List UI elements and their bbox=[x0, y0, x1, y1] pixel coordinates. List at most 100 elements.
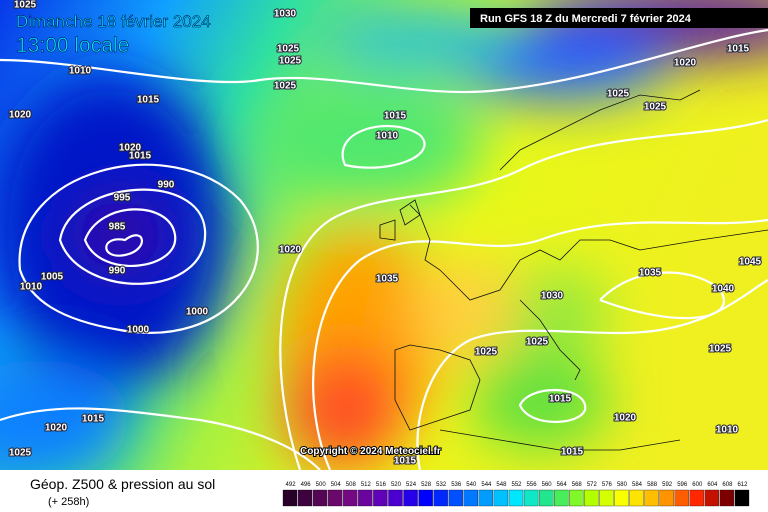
isobar-label: 995 bbox=[114, 193, 131, 204]
isobar-label: 1020 bbox=[9, 110, 32, 121]
isobar-label: 1015 bbox=[549, 394, 572, 405]
scale-label: 568 bbox=[572, 482, 583, 488]
isobar-label: 1015 bbox=[129, 151, 152, 162]
scale-swatch bbox=[418, 489, 433, 507]
scale-swatch bbox=[644, 489, 659, 507]
scale-label: 544 bbox=[481, 482, 492, 488]
scale-label: 580 bbox=[617, 482, 628, 488]
isobar-label: 1035 bbox=[376, 274, 399, 285]
scale-swatch bbox=[433, 489, 448, 507]
isobar-label: 1035 bbox=[639, 268, 662, 279]
scale-swatch bbox=[373, 489, 388, 507]
scale-label: 492 bbox=[286, 482, 297, 488]
isobar-label: 1025 bbox=[14, 0, 37, 11]
scale-label: 588 bbox=[647, 482, 658, 488]
scale-swatch bbox=[312, 489, 328, 507]
scale-label: 508 bbox=[346, 482, 357, 488]
scale-swatch bbox=[689, 489, 704, 507]
scale-label: 524 bbox=[406, 482, 417, 488]
scale-label: 496 bbox=[301, 482, 312, 488]
isobar-label: 1025 bbox=[526, 337, 549, 348]
scale-swatch bbox=[297, 489, 313, 507]
scale-swatch bbox=[599, 489, 614, 507]
scale-label: 612 bbox=[737, 482, 748, 488]
scale-label: 516 bbox=[376, 482, 387, 488]
scale-swatch bbox=[478, 489, 494, 507]
scale-swatch bbox=[388, 489, 403, 507]
scale-label: 512 bbox=[361, 482, 372, 488]
scale-label: 572 bbox=[587, 482, 598, 488]
time-label: 13:00 locale bbox=[16, 34, 129, 57]
isobar-label: 1015 bbox=[82, 414, 105, 425]
isobar-label: 990 bbox=[158, 180, 175, 191]
scale-label: 520 bbox=[391, 482, 402, 488]
isobar-label: 1005 bbox=[41, 272, 64, 283]
isobar-label: 1025 bbox=[475, 347, 498, 358]
footer-lead: (+ 258h) bbox=[48, 496, 89, 508]
scale-label: 552 bbox=[511, 482, 522, 488]
isobar-label: 1020 bbox=[45, 423, 68, 434]
scale-label: 576 bbox=[602, 482, 613, 488]
scale-label: 564 bbox=[557, 482, 568, 488]
scale-swatch bbox=[629, 489, 644, 507]
scale-label: 600 bbox=[692, 482, 703, 488]
isobar-label: 1030 bbox=[274, 9, 297, 20]
isobar-label: 1010 bbox=[69, 66, 92, 77]
isobar-label: 1030 bbox=[541, 291, 564, 302]
scale-swatch bbox=[463, 489, 478, 507]
isobar-label: 1025 bbox=[9, 448, 32, 459]
scale-label: 592 bbox=[662, 482, 673, 488]
scale-label: 560 bbox=[542, 482, 553, 488]
scale-label: 504 bbox=[331, 482, 342, 488]
isobar-label: 985 bbox=[109, 222, 126, 233]
isobar-label: 990 bbox=[109, 266, 126, 277]
scale-label: 500 bbox=[316, 482, 327, 488]
scale-swatch bbox=[704, 489, 720, 507]
scale-swatch bbox=[554, 489, 569, 507]
isobar-label: 1025 bbox=[644, 102, 667, 113]
isobar-label: 1025 bbox=[709, 344, 732, 355]
scale-swatch bbox=[403, 489, 418, 507]
scale-swatch bbox=[328, 489, 343, 507]
isobar-label: 1025 bbox=[274, 81, 297, 92]
isobar-label: 1015 bbox=[137, 95, 160, 106]
scale-swatch bbox=[343, 489, 358, 507]
isobar-label: 1010 bbox=[376, 131, 399, 142]
isobar-label: 1020 bbox=[614, 413, 637, 424]
scale-swatch bbox=[614, 489, 629, 507]
scale-swatch bbox=[523, 489, 539, 507]
scale-swatch bbox=[358, 489, 373, 507]
scale-swatch bbox=[674, 489, 689, 507]
scale-label: 596 bbox=[677, 482, 688, 488]
scale-label: 548 bbox=[496, 482, 507, 488]
footer-title: Géop. Z500 & pression au sol bbox=[30, 476, 215, 492]
scale-label: 584 bbox=[632, 482, 643, 488]
scale-swatch bbox=[719, 489, 735, 507]
copyright: Copyright © 2024 Meteociel.fr bbox=[300, 446, 441, 457]
isobar-label: 1020 bbox=[279, 245, 302, 256]
isobar-label: 1015 bbox=[384, 111, 407, 122]
isobar-label: 1000 bbox=[127, 325, 150, 336]
scale-label: 608 bbox=[722, 482, 733, 488]
scale-swatch bbox=[538, 489, 554, 507]
run-box bbox=[470, 8, 768, 28]
scale-swatch bbox=[508, 489, 524, 507]
isobar-label: 1000 bbox=[186, 307, 209, 318]
isobar-label: 1020 bbox=[674, 58, 697, 69]
scale-swatch bbox=[734, 489, 750, 507]
scale-swatch bbox=[448, 489, 463, 507]
scale-label: 532 bbox=[436, 482, 447, 488]
isobar-label: 1040 bbox=[712, 284, 735, 295]
scale-swatch bbox=[659, 489, 674, 507]
isobar-label: 1015 bbox=[727, 44, 750, 55]
scale-label: 528 bbox=[421, 482, 432, 488]
isobar-label: 1025 bbox=[277, 44, 300, 55]
scale-label: 540 bbox=[466, 482, 477, 488]
isobar-label: 1010 bbox=[716, 425, 739, 436]
isobar-label: 1010 bbox=[20, 282, 43, 293]
map-field bbox=[0, 0, 768, 480]
scale-swatch bbox=[584, 489, 599, 507]
isobar-label: 1045 bbox=[739, 257, 762, 268]
scale-swatch bbox=[282, 489, 298, 507]
